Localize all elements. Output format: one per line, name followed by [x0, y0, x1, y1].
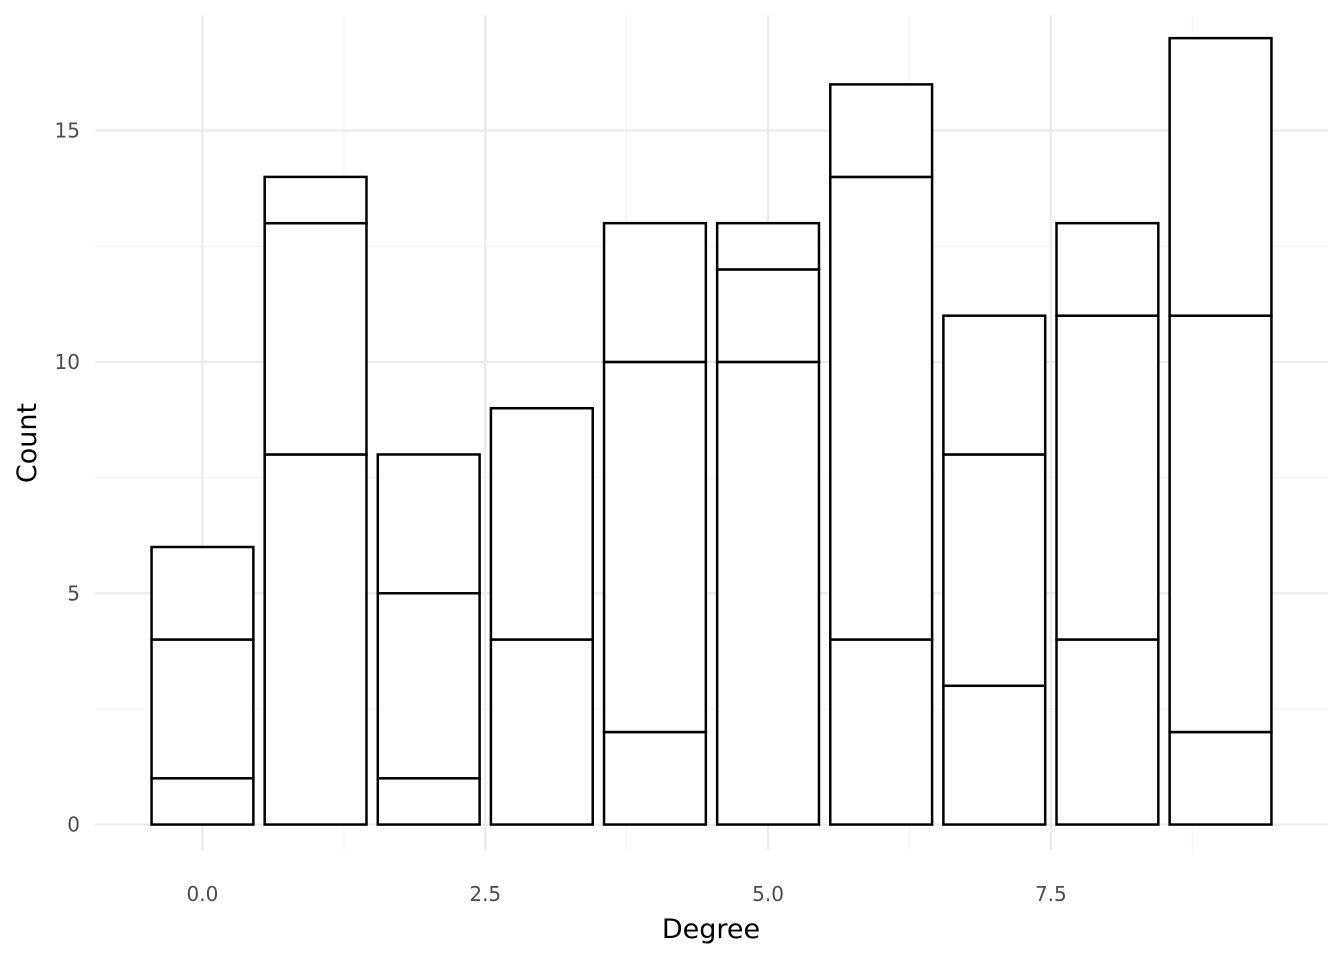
bar-segment — [376, 592, 481, 780]
bar-segment — [942, 684, 1047, 826]
bar-segment — [602, 360, 708, 734]
bar-segment — [150, 638, 255, 780]
bar-segment — [829, 83, 934, 179]
bar-segment — [376, 777, 481, 826]
y-tick-labels: 0 5 10 15 — [55, 119, 80, 837]
bar-segment — [263, 453, 368, 826]
y-axis-title: Count — [12, 403, 43, 483]
bar-segment — [942, 314, 1047, 456]
bar-segment — [1168, 36, 1273, 317]
bar-segment — [376, 453, 481, 595]
bar-segment — [829, 175, 934, 641]
bar-segment — [150, 777, 255, 826]
bar-segment — [1168, 730, 1273, 826]
x-tick-label: 0.0 — [187, 882, 219, 906]
bar-segment — [602, 221, 708, 364]
bar-segment — [715, 221, 821, 271]
x-tick-labels: 0.0 2.5 5.0 7.5 — [187, 882, 1067, 906]
bar-segment — [1055, 221, 1160, 317]
bar-segment — [489, 406, 594, 641]
bar-segment — [715, 360, 821, 826]
bar-segment — [263, 221, 368, 456]
bar-segment — [263, 175, 368, 225]
y-tick-label: 0 — [67, 813, 80, 837]
x-tick-label: 5.0 — [752, 882, 784, 906]
y-tick-label: 10 — [55, 350, 80, 374]
bar-segment — [942, 453, 1047, 688]
bar-segment — [602, 730, 708, 826]
bar-segment — [1055, 638, 1160, 826]
x-tick-label: 7.5 — [1035, 882, 1067, 906]
bars — [150, 36, 1273, 826]
x-axis-title: Degree — [662, 914, 760, 945]
bar-segment — [829, 638, 934, 826]
bar-segment — [150, 545, 255, 641]
bar-segment — [1168, 314, 1273, 734]
y-tick-label: 5 — [67, 581, 80, 605]
x-tick-label: 2.5 — [469, 882, 501, 906]
bar-segment — [1055, 314, 1160, 641]
bar-segment — [715, 268, 821, 364]
bar-segment — [489, 638, 594, 826]
y-tick-label: 15 — [55, 119, 80, 143]
